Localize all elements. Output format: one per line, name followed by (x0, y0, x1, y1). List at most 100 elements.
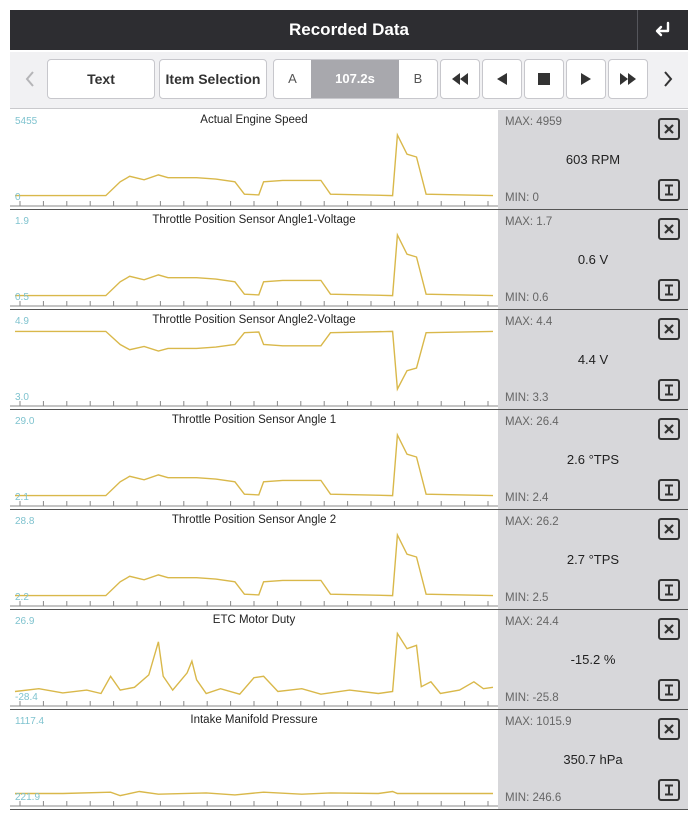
signal-line (15, 232, 494, 297)
signal-trace (10, 132, 498, 207)
stop-button[interactable] (524, 59, 564, 99)
detail-icon (665, 684, 673, 696)
marker-b-button[interactable]: B (413, 71, 423, 86)
signal-detail-button[interactable] (658, 679, 680, 701)
min-value: MIN: 2.5 (505, 592, 549, 604)
axis-min-label: 2.2 (15, 592, 29, 603)
signal-name: Throttle Position Sensor Angle 1 (171, 414, 337, 426)
item-selection-button[interactable]: Item Selection (159, 59, 267, 99)
axis-min-label: 0 (15, 192, 21, 203)
signal-name: Throttle Position Sensor Angle1-Voltage (152, 214, 356, 226)
signal-row: 29.0 2.1 Throttle Position Sensor Angle … (10, 410, 688, 510)
current-value: -15.2 % (570, 652, 616, 667)
signal-trace (10, 790, 498, 807)
signal-graph[interactable]: 29.0 2.1 Throttle Position Sensor Angle … (10, 410, 498, 509)
rewind-button[interactable] (440, 59, 480, 99)
scroll-left-button[interactable] (18, 59, 42, 99)
remove-signal-button[interactable] (658, 318, 680, 340)
max-value: MAX: 26.2 (505, 516, 559, 528)
axis-min-label: 2.1 (15, 492, 29, 503)
signal-row: 26.9 -28.4 ETC Motor Duty MAX: 24.4 -15.… (10, 610, 688, 710)
signal-graph[interactable]: 4.9 3.0 Throttle Position Sensor Angle2-… (10, 310, 498, 409)
page-title: Recorded Data (289, 20, 409, 39)
signal-graph[interactable]: 5455 0 Actual Engine Speed (10, 110, 498, 209)
signal-name: Intake Manifold Pressure (190, 714, 318, 726)
marker-a-button[interactable]: A (288, 71, 297, 86)
signal-detail-button[interactable] (658, 579, 680, 601)
remove-signal-button[interactable] (658, 118, 680, 140)
signal-graph[interactable]: 28.8 2.2 Throttle Position Sensor Angle … (10, 510, 498, 609)
play-button[interactable] (566, 59, 606, 99)
signal-graph[interactable]: 1.9 0.5 Throttle Position Sensor Angle1-… (10, 210, 498, 309)
signal-detail-button[interactable] (658, 279, 680, 301)
current-value: 2.6 °TPS (566, 452, 620, 467)
signal-summary: MAX: 4.4 4.4 V MIN: 3.3 (498, 310, 688, 409)
remove-signal-button[interactable] (658, 218, 680, 240)
signal-row: 1.9 0.5 Throttle Position Sensor Angle1-… (10, 210, 688, 310)
play-icon (581, 73, 591, 85)
signal-line (15, 330, 494, 392)
axis-max-label: 28.8 (15, 516, 35, 527)
signal-trace (10, 330, 498, 407)
detail-icon (665, 284, 673, 296)
fast-forward-icon (620, 73, 636, 85)
current-value: 350.7 hPa (563, 752, 623, 767)
fast-forward-button[interactable] (608, 59, 648, 99)
signal-graph[interactable]: 26.9 -28.4 ETC Motor Duty (10, 610, 498, 709)
axis-min-label: 3.0 (15, 392, 29, 403)
close-icon (664, 624, 674, 634)
signal-summary: MAX: 4959 603 RPM MIN: 0 (498, 110, 688, 209)
axis-max-label: 5455 (15, 116, 38, 127)
signal-row: 28.8 2.2 Throttle Position Sensor Angle … (10, 510, 688, 610)
signal-trace (10, 432, 498, 507)
min-value: MIN: -25.8 (505, 692, 559, 704)
signal-summary: MAX: 26.2 2.7 °TPS MIN: 2.5 (498, 510, 688, 609)
current-value: 2.7 °TPS (566, 552, 620, 567)
remove-signal-button[interactable] (658, 718, 680, 740)
close-icon (664, 724, 674, 734)
playback-toolbar: Text Item Selection A 107.2s B (10, 52, 688, 109)
signal-row: 1117.4 221.9 Intake Manifold Pressure MA… (10, 710, 688, 810)
remove-signal-button[interactable] (658, 518, 680, 540)
signal-graph[interactable]: 1117.4 221.9 Intake Manifold Pressure (10, 710, 498, 809)
signal-detail-button[interactable] (658, 179, 680, 201)
axis-max-label: 1.9 (15, 216, 29, 227)
axis-max-label: 29.0 (15, 416, 35, 427)
signal-line (15, 532, 494, 597)
close-icon (664, 424, 674, 434)
signal-line (15, 432, 494, 497)
remove-signal-button[interactable] (658, 618, 680, 640)
time-display: 107.2s (311, 60, 399, 98)
close-icon (664, 324, 674, 334)
text-view-button[interactable]: Text (47, 59, 155, 99)
close-icon (664, 224, 674, 234)
signal-trace (10, 532, 498, 607)
step-back-button[interactable] (482, 59, 522, 99)
max-value: MAX: 26.4 (505, 416, 559, 428)
signal-summary: MAX: 26.4 2.6 °TPS MIN: 2.4 (498, 410, 688, 509)
axis-max-label: 4.9 (15, 316, 29, 327)
min-value: MIN: 0 (505, 192, 539, 204)
signal-detail-button[interactable] (658, 479, 680, 501)
title-bar: Recorded Data (10, 10, 688, 50)
axis-max-label: 26.9 (15, 616, 35, 627)
chevron-left-icon (25, 71, 34, 87)
current-value: 4.4 V (577, 352, 609, 367)
min-value: MIN: 246.6 (505, 792, 562, 804)
signal-detail-button[interactable] (658, 379, 680, 401)
signal-summary: MAX: 1.7 0.6 V MIN: 0.6 (498, 210, 688, 309)
remove-signal-button[interactable] (658, 418, 680, 440)
axis-max-label: 1117.4 (15, 716, 45, 727)
signal-detail-button[interactable] (658, 779, 680, 801)
signal-line (15, 132, 494, 197)
signal-name: Actual Engine Speed (200, 114, 308, 126)
step-back-icon (497, 73, 507, 85)
scroll-right-button[interactable] (656, 59, 680, 99)
detail-icon (665, 184, 673, 196)
max-value: MAX: 4.4 (505, 316, 553, 328)
back-button[interactable] (637, 10, 688, 50)
current-value: 0.6 V (577, 252, 609, 267)
max-value: MAX: 1015.9 (505, 716, 572, 728)
detail-icon (665, 784, 673, 796)
back-icon (655, 21, 670, 37)
